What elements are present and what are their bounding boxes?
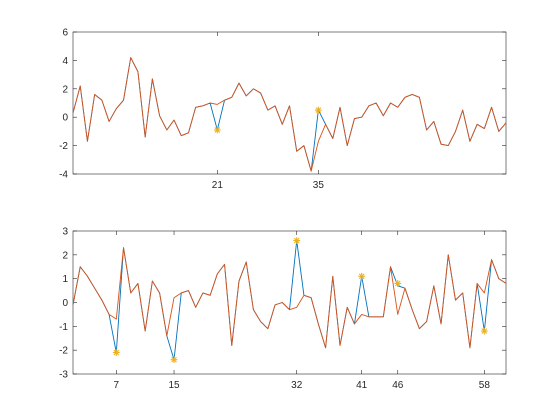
y-tick-label: 1 bbox=[62, 274, 68, 285]
y-tick-label: 2 bbox=[62, 250, 68, 261]
y-tick-label: 0 bbox=[62, 298, 68, 309]
y-tick-label: -2 bbox=[59, 141, 68, 152]
y-tick-label: 6 bbox=[62, 28, 68, 39]
outlier-marker bbox=[314, 106, 322, 114]
axes-box bbox=[72, 230, 507, 375]
x-tick-label: 41 bbox=[356, 380, 368, 391]
filtered-signal-line bbox=[72, 247, 507, 349]
y-tick-label: 0 bbox=[62, 113, 68, 124]
outlier-marker bbox=[170, 356, 178, 364]
outlier-marker bbox=[394, 280, 402, 287]
x-tick-label: 7 bbox=[114, 380, 120, 391]
axes-box bbox=[72, 31, 507, 175]
y-tick-label: 2 bbox=[62, 84, 68, 95]
x-tick-label: 21 bbox=[212, 180, 224, 191]
top-axes: -4 -2 0 2 4 6 21 35 bbox=[59, 28, 507, 191]
filtered-signal-line bbox=[72, 57, 507, 172]
bottom-axes: -3 -2 -1 0 1 2 3 7 15 32 41 46 58 bbox=[59, 227, 507, 391]
x-tick-label: 58 bbox=[479, 380, 491, 391]
x-tick-label: 15 bbox=[168, 380, 180, 391]
x-tick-label: 32 bbox=[291, 380, 303, 391]
y-tick-label: -2 bbox=[59, 346, 68, 357]
y-tick-label: 4 bbox=[62, 56, 68, 67]
y-tick-label: -1 bbox=[59, 322, 68, 333]
outlier-marker bbox=[112, 349, 120, 356]
y-tick-label: 3 bbox=[62, 227, 68, 238]
outlier-marker bbox=[213, 126, 221, 134]
x-tick-label: 46 bbox=[392, 380, 404, 391]
outlier-marker bbox=[480, 327, 488, 335]
y-tick-label: -3 bbox=[59, 370, 68, 381]
outlier-marker bbox=[358, 272, 366, 280]
x-tick-label: 35 bbox=[313, 180, 325, 191]
outlier-marker bbox=[293, 237, 301, 244]
y-tick-label: -4 bbox=[59, 170, 68, 181]
